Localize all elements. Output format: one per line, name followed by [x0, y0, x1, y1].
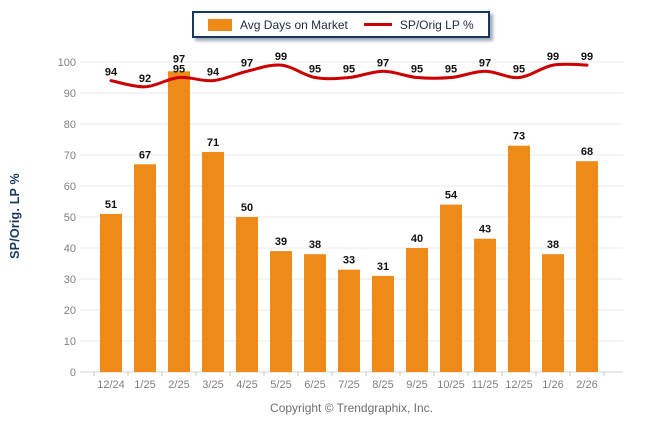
- bar-data-label: 43: [479, 224, 491, 236]
- copyright-text: Copyright © Trendgraphix, Inc.: [270, 401, 433, 415]
- bar-data-label: 73: [513, 131, 525, 143]
- bar-data-label: 38: [309, 239, 321, 251]
- line-data-label: 94: [105, 67, 118, 79]
- x-tick-label: 5/25: [270, 379, 291, 391]
- bar: [134, 164, 156, 372]
- y-tick-label: 80: [64, 119, 76, 131]
- y-tick-label: 30: [64, 274, 76, 286]
- bar-data-label: 51: [105, 199, 117, 211]
- line-swatch-icon: [363, 23, 392, 26]
- x-tick-label: 7/25: [338, 379, 359, 391]
- x-tick-label: 2/26: [576, 379, 597, 391]
- bar-data-label: 97: [173, 54, 185, 66]
- x-tick-label: 12/24: [97, 379, 125, 391]
- y-tick-label: 20: [64, 305, 76, 317]
- bar-data-label: 67: [139, 149, 151, 161]
- bar-data-label: 71: [207, 137, 219, 149]
- bar: [372, 275, 394, 372]
- y-tick-label: 60: [64, 181, 76, 193]
- x-tick-label: 1/26: [542, 379, 563, 391]
- bar: [236, 217, 258, 372]
- x-tick-label: 9/25: [406, 379, 427, 391]
- line-data-label: 99: [275, 51, 287, 63]
- y-tick-label: 40: [64, 243, 76, 255]
- line-data-label: 97: [241, 57, 253, 69]
- bar-data-label: 54: [445, 190, 458, 202]
- bar: [508, 145, 530, 372]
- line-data-label: 99: [547, 51, 559, 63]
- line-data-label: 95: [411, 64, 423, 76]
- bar-data-label: 68: [581, 146, 593, 158]
- legend-item-sp-lp: SP/Orig LP %: [363, 17, 474, 32]
- line-data-label: 95: [445, 64, 457, 76]
- x-tick-label: 2/25: [168, 379, 189, 391]
- y-tick-label: 10: [64, 336, 76, 348]
- bar: [270, 251, 292, 372]
- x-tick-label: 8/25: [372, 379, 393, 391]
- y-tick-label: 90: [64, 88, 76, 100]
- line-data-label: 97: [377, 57, 389, 69]
- bar-data-label: 33: [343, 255, 355, 267]
- bar: [168, 71, 190, 373]
- line-data-label: 95: [343, 64, 355, 76]
- bar-data-label: 39: [275, 236, 287, 248]
- line-data-label: 95: [173, 64, 185, 76]
- bar: [304, 254, 326, 372]
- bar: [440, 204, 462, 372]
- bar: [202, 151, 224, 372]
- trend-line: [109, 62, 589, 89]
- legend-item-avg-days: Avg Days on Market: [208, 18, 348, 32]
- y-tick-label: 50: [64, 212, 76, 224]
- bar: [542, 254, 564, 372]
- x-tick-label: 10/25: [437, 379, 465, 391]
- bar-data-label: 38: [547, 239, 559, 251]
- y-tick-label: 0: [70, 367, 76, 379]
- x-tick-label: 4/25: [236, 379, 257, 391]
- y-tick-label: 70: [64, 150, 76, 162]
- bar-data-label: 40: [411, 233, 423, 245]
- bar-data-label: 31: [377, 261, 389, 273]
- line-data-label: 97: [479, 57, 491, 69]
- line-data-label: 95: [513, 64, 525, 76]
- bar: [406, 248, 428, 372]
- line-data-label: 99: [581, 51, 593, 63]
- x-tick-label: 1/25: [134, 379, 155, 391]
- legend-label-avg-days: Avg Days on Market: [240, 17, 348, 32]
- line-data-label: 92: [139, 73, 151, 85]
- line-data-label: 94: [207, 67, 220, 79]
- legend-label-sp-lp: SP/Orig LP %: [399, 17, 474, 32]
- bar: [338, 269, 360, 372]
- x-tick-label: 6/25: [304, 379, 325, 391]
- bar-data-label: 50: [241, 202, 253, 214]
- x-tick-label: 12/25: [505, 379, 533, 391]
- bar-swatch-icon: [208, 18, 232, 31]
- chart-legend: Avg Days on Market SP/Orig LP %: [192, 11, 490, 38]
- x-tick-label: 3/25: [202, 379, 223, 391]
- x-tick-label: 11/25: [472, 379, 499, 391]
- y-tick-label: 100: [58, 57, 76, 69]
- bar: [576, 161, 598, 372]
- bar: [100, 213, 122, 372]
- line-data-label: 95: [309, 64, 321, 76]
- bar: [474, 238, 496, 372]
